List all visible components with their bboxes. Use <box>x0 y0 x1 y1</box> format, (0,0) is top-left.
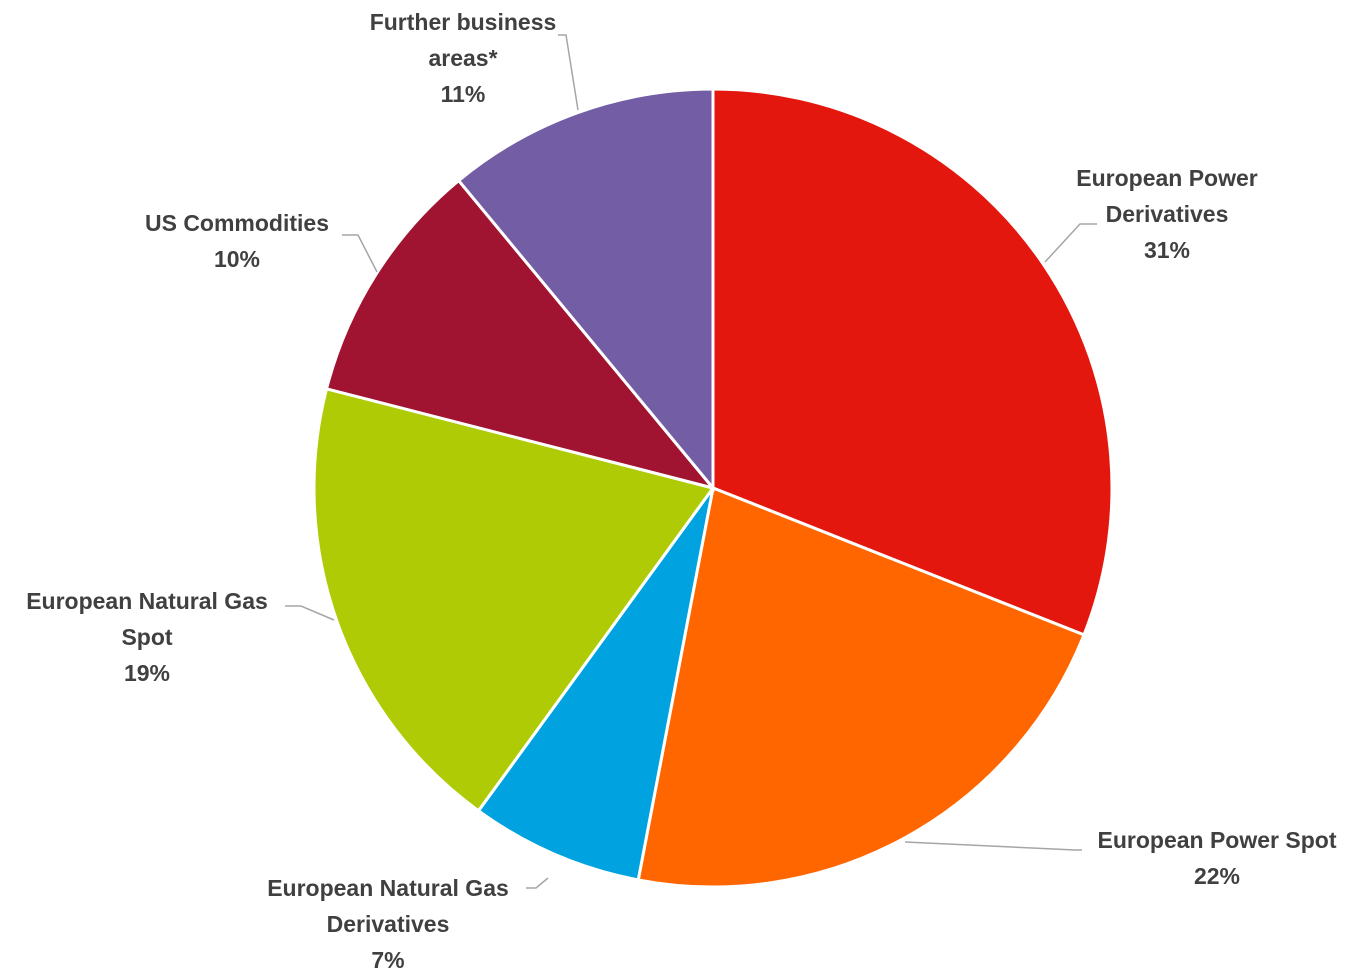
slice-percent-label: 10% <box>214 246 260 272</box>
leader-line <box>342 234 378 273</box>
slice-percent-label: 19% <box>124 660 170 686</box>
leader-lines <box>285 34 1097 889</box>
slice-name-label: European Power Spot <box>1098 827 1337 853</box>
slice-percent-label: 31% <box>1144 237 1190 263</box>
pie-slice-us-commodities <box>324 178 718 491</box>
pie-slice-european-natural-gas-spot <box>312 386 716 813</box>
slice-name-label: Derivatives <box>327 911 450 937</box>
slice-percent-label: 22% <box>1194 863 1240 889</box>
leader-line <box>558 34 579 111</box>
leader-line <box>904 841 1082 851</box>
slice-name-label: Derivatives <box>1106 201 1229 227</box>
slice-name-label: Spot <box>121 624 172 650</box>
slice-label: European Natural Gas Derivatives 7% <box>267 875 509 973</box>
pie-slice-european-natural-gas-derivatives <box>476 487 715 882</box>
slice-name-label: areas* <box>428 45 497 71</box>
slice-labels: European Power Derivatives 31%European Pow… <box>26 9 1337 973</box>
slice-label: European Power Derivatives 31% <box>1076 165 1258 263</box>
slice-name-label: European Natural Gas <box>267 875 509 901</box>
slice-name-label: European Natural Gas <box>26 588 268 614</box>
slice-name-label: US Commodities <box>145 210 329 236</box>
slice-label: Further business areas* 11% <box>370 9 557 107</box>
leader-line <box>1044 223 1097 263</box>
pie-slice-further-business-areas <box>456 87 715 493</box>
pie-slices <box>312 87 1114 889</box>
slice-name-label: European Power <box>1076 165 1258 191</box>
slice-name-label: Further business <box>370 9 557 35</box>
slice-percent-label: 11% <box>441 81 486 107</box>
slice-label: US Commodities 10% <box>145 210 329 272</box>
pie-slice-european-power-derivatives <box>711 87 1114 637</box>
slice-percent-label: 7% <box>371 947 404 973</box>
pie-slice-european-power-spot <box>636 485 1086 889</box>
slice-label: European Power Spot 22% <box>1098 827 1337 889</box>
leader-line <box>526 877 549 889</box>
slice-label: European Natural Gas Spot 19% <box>26 588 268 686</box>
leader-line <box>285 605 335 621</box>
